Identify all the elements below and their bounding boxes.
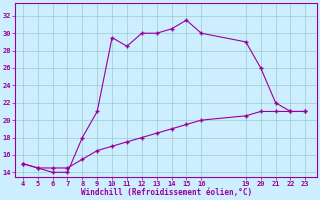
X-axis label: Windchill (Refroidissement éolien,°C): Windchill (Refroidissement éolien,°C) <box>81 188 252 197</box>
